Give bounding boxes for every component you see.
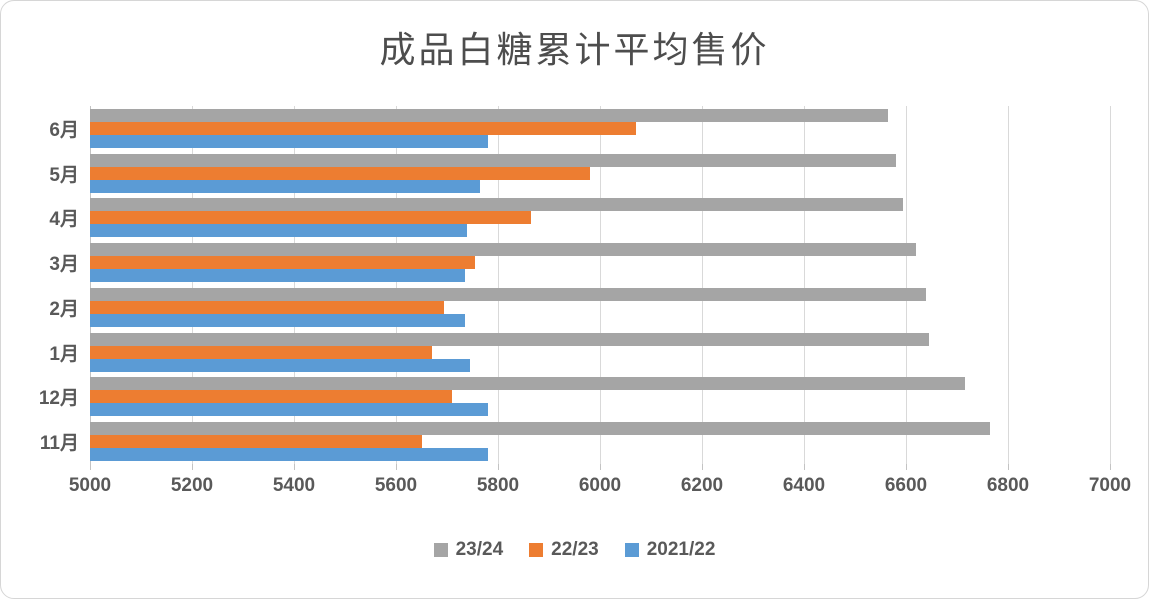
gridline: [192, 106, 193, 464]
gridline: [294, 106, 295, 464]
x-axis-tick-label: 6800: [986, 475, 1030, 496]
bar-2021/22: [90, 358, 470, 372]
axis-tick: [906, 464, 907, 470]
legend-swatch: [433, 543, 448, 557]
gridline: [906, 106, 907, 464]
x-axis-tick-label: 5600: [374, 475, 418, 496]
bar-2021/22: [90, 448, 488, 462]
axis-tick: [90, 464, 91, 470]
bar-2021/22: [90, 134, 488, 148]
bar-2021/22: [90, 313, 465, 327]
axis-tick: [1008, 464, 1009, 470]
y-axis-category-label: 4月: [49, 209, 79, 231]
y-axis-category-label: 2月: [49, 298, 79, 320]
bar-23/24: [90, 332, 929, 346]
bar-2021/22: [90, 403, 488, 417]
y-axis-category-label: 11月: [39, 433, 79, 455]
bar-group: [90, 285, 1110, 330]
bar-23/24: [90, 153, 896, 167]
legend-item: 23/24: [433, 539, 504, 561]
bar-group: [90, 106, 1110, 151]
legend-label: 22/23: [551, 539, 599, 560]
bar-23/24: [90, 287, 927, 301]
axis-tick: [192, 464, 193, 470]
x-axis-tick-label: 5800: [476, 475, 520, 496]
x-axis-tick-label: 6400: [782, 475, 826, 496]
legend-item: 22/23: [529, 539, 599, 561]
bar-23/24: [90, 198, 904, 212]
chart-title: 成品白糖累计平均售价: [379, 30, 770, 71]
y-axis-category-label: 6月: [49, 119, 79, 141]
bar-22/23: [90, 121, 636, 135]
legend-swatch: [529, 543, 544, 557]
bar-group: [90, 151, 1110, 196]
legend-label: 2021/22: [646, 539, 716, 560]
bar-2021/22: [90, 224, 468, 238]
gridline: [600, 106, 601, 464]
axis-tick: [1110, 464, 1111, 470]
bar-22/23: [90, 435, 422, 449]
x-axis-tick-label: 6000: [578, 475, 622, 496]
x-axis-tick-label: 5400: [272, 475, 316, 496]
bar-group: [90, 330, 1110, 375]
axis-tick: [498, 464, 499, 470]
gridline: [1110, 106, 1111, 464]
gridline: [1008, 106, 1009, 464]
bar-23/24: [90, 377, 965, 391]
legend-swatch: [624, 543, 639, 557]
bar-23/24: [90, 243, 917, 257]
bar-22/23: [90, 390, 453, 404]
bar-23/24: [90, 422, 991, 436]
x-axis-tick-label: 6200: [680, 475, 724, 496]
legend-item: 2021/22: [624, 539, 716, 561]
axis-tick: [294, 464, 295, 470]
bar-group: [90, 375, 1110, 420]
axis-tick: [396, 464, 397, 470]
bar-22/23: [90, 300, 445, 314]
bar-2021/22: [90, 179, 481, 193]
bar-22/23: [90, 211, 532, 225]
bar-22/23: [90, 256, 476, 270]
x-axis-tick-label: 5200: [170, 475, 214, 496]
bar-23/24: [90, 108, 889, 122]
gridline: [396, 106, 397, 464]
y-axis-labels: 6月 5月 4月 3月 2月 1月 12月 11月: [1, 106, 79, 464]
x-axis-labels: 5000 5200 5400 5600 5800 6000 6200 6400 6600 6800…: [69, 475, 1131, 501]
legend-label: 23/24: [455, 539, 504, 560]
x-axis-tick-label: 5000: [68, 475, 112, 496]
y-axis-line: [90, 106, 91, 464]
plot-area: [90, 106, 1111, 470]
bar-2021/22: [90, 269, 465, 283]
gridline: [702, 106, 703, 464]
bar-22/23: [90, 345, 432, 359]
axis-tick: [702, 464, 703, 470]
bar-22/23: [90, 166, 590, 180]
y-axis-category-label: 12月: [38, 388, 79, 410]
gridline: [804, 106, 805, 464]
bar-group: [90, 240, 1110, 285]
x-axis-tick-label: 6600: [884, 475, 928, 496]
legend: 23/24 22/23 2021/22: [1, 539, 1148, 561]
y-axis-category-label: 5月: [49, 164, 79, 186]
gridline: [498, 106, 499, 464]
y-axis-category-label: 3月: [49, 254, 79, 276]
bar-group: [90, 196, 1110, 241]
axis-tick: [804, 464, 805, 470]
y-axis-category-label: 1月: [49, 343, 79, 365]
x-axis-tick-label: 7000: [1088, 475, 1132, 496]
axis-tick: [600, 464, 601, 470]
bar-group: [90, 419, 1110, 464]
